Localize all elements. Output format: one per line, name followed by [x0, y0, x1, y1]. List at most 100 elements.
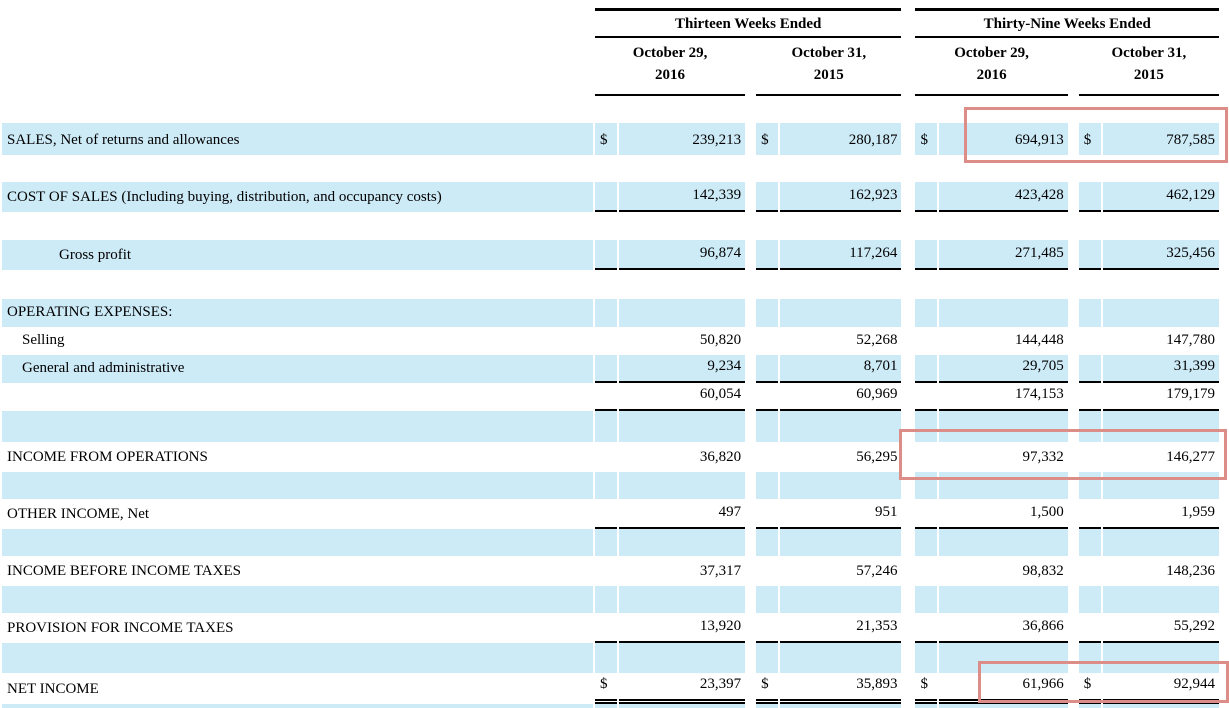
other-income-row-currency-2: [915, 499, 938, 529]
general-administrative-row-gap-1: [903, 355, 914, 383]
spacer-4-currency-3: [1078, 411, 1101, 442]
sales-row-label: SALES, Net of returns and allowances: [2, 123, 593, 155]
operating-expenses-header-row-value-2: [939, 299, 1068, 327]
selling-row-currency-0: [595, 327, 617, 355]
operating-expenses-header-row-currency-1: [756, 299, 779, 327]
other-income-row-gap-1: [903, 499, 914, 529]
income-from-operations-row: INCOME FROM OPERATIONS 36,820 56,295 97,332…: [2, 442, 1219, 472]
cost-of-sales-row-gap-2: [1069, 182, 1077, 212]
selling-row-value-3: 147,780: [1166, 332, 1215, 348]
operating-expenses-total-row-currency-3: [1078, 383, 1101, 411]
net-income-row-label: NET INCOME: [7, 681, 99, 697]
other-income-row-currency-0: [594, 499, 617, 529]
spacer-4-value-0: [618, 411, 746, 442]
cost-of-sales-row-currency-0: [594, 182, 617, 212]
other-income-row-value-1: 951: [780, 499, 902, 529]
operating-expenses-header-row-value-3: [1102, 299, 1219, 327]
spacer-5-value-0: [618, 472, 746, 499]
spacer-7-currency-2: [915, 586, 938, 613]
statement-rows: SALES, Net of returns and allowances $239…: [2, 123, 1219, 708]
other-income-row: OTHER INCOME, Net 497 951 1,500 1,959: [2, 499, 1219, 529]
spacer-9-value-0: [618, 704, 746, 708]
operating-expenses-header-row-currency-2: [915, 299, 938, 327]
operating-expenses-total-row-gap-2: [1069, 383, 1077, 411]
spacer-2-value-2: [939, 212, 1067, 240]
spacer-7-value-1: [780, 586, 902, 613]
general-administrative-row: General and administrative 9,234 8,701 29,7…: [2, 355, 1219, 383]
cost-of-sales-row-value-3: 462,129: [1102, 182, 1219, 212]
general-administrative-row-value-2: 29,705: [939, 355, 1068, 383]
spacer-3-gap-1: [903, 270, 914, 299]
cost-of-sales-row-currency-3: [1078, 182, 1101, 212]
operating-expenses-total-row-currency-1: [756, 383, 779, 411]
col-header-13w-2015: October 31, 2015: [756, 38, 902, 96]
spacer-8-value-0: [618, 643, 746, 673]
sales-row-gap-1: [903, 123, 914, 155]
cost-of-sales-row-label: COST OF SALES (Including buying, distrib…: [2, 182, 593, 212]
spacer-1-gap-2: [1069, 155, 1077, 182]
spacer-9-gap-1: [903, 704, 914, 708]
selling-row: Selling 50,820 52,268 144,448 147,780: [2, 327, 1219, 355]
operating-expenses-total-row-value-1: 60,969: [780, 383, 902, 411]
spacer-4-currency-0: [594, 411, 617, 442]
operating-expenses-total-row-gap-0: [747, 383, 755, 411]
sales-row-currency-1: $: [756, 123, 779, 155]
spacer-1-value-1: [780, 155, 901, 182]
other-income-row-gap-0: [747, 499, 755, 529]
gross-profit-row-label: Gross profit: [2, 240, 593, 270]
highlight-box-sales: [964, 107, 1228, 163]
income-from-operations-row-label: INCOME FROM OPERATIONS: [7, 449, 208, 465]
spacer-5-currency-0: [594, 472, 617, 499]
sales-row-currency-0: $: [594, 123, 617, 155]
col-header-39w-2016: October 29, 2016: [915, 38, 1068, 96]
cost-of-sales-row-currency-1: [756, 182, 779, 212]
spacer-9-value-3: [1102, 704, 1219, 708]
income-from-operations-row-value-0: 36,820: [699, 449, 742, 465]
spacer-9-value-1: [780, 704, 902, 708]
income-before-taxes-row-value-2: 98,832: [1022, 563, 1064, 579]
spacer-6-currency-0: [594, 529, 617, 556]
income-before-taxes-row-currency-2: [915, 556, 937, 586]
spacer-9-gap-0: [747, 704, 755, 708]
spacer-5: [2, 472, 1219, 499]
spacer-6-value-3: [1102, 529, 1219, 556]
spacer-6: [2, 529, 1219, 556]
spacer-9-gap-2: [1069, 704, 1077, 708]
spacer-1-currency-0: [595, 155, 617, 182]
gross-profit-row-currency-1: [756, 240, 779, 270]
spacer-8-value-2: [939, 643, 1068, 673]
net-income-row-currency-0: $: [594, 673, 617, 704]
spacer-5-value-3: [1102, 472, 1219, 499]
spacer-2-gap-2: [1069, 212, 1077, 240]
spacer-1-currency-1: [756, 155, 778, 182]
net-income-row-value-0: 23,397: [618, 673, 746, 704]
thirteen-weeks-group-header: Thirteen Weeks Ended: [594, 8, 902, 38]
gross-profit-row-value-2: 271,485: [939, 240, 1068, 270]
net-income-row-currency-2: $: [915, 673, 938, 704]
spacer-1-value-0: [619, 155, 745, 182]
spacer-4-value-1: [780, 411, 902, 442]
provision-income-taxes-row-currency-1: [756, 613, 779, 643]
cost-of-sales-row-value-0: 142,339: [618, 182, 746, 212]
income-before-taxes-row-value-3: 148,236: [1166, 563, 1215, 579]
general-administrative-row-gap-2: [1069, 355, 1077, 383]
income-statement-table: Thirteen Weeks Ended Thirty-Nine Weeks E…: [0, 8, 1221, 708]
selling-row-currency-2: [915, 327, 937, 355]
cost-of-sales-row-currency-2: [915, 182, 938, 212]
provision-income-taxes-row-currency-2: [915, 613, 938, 643]
spacer-1-gap-0: [747, 155, 755, 182]
spacer-7-currency-3: [1078, 586, 1101, 613]
spacer-6-value-1: [780, 529, 902, 556]
spacer-4-label: [2, 411, 593, 442]
spacer-8-currency-3: [1078, 643, 1101, 673]
spacer-3-currency-0: [595, 270, 617, 299]
spacer-2-value-1: [780, 212, 901, 240]
income-before-taxes-row-value-0: 37,317: [699, 563, 742, 579]
gross-profit-row-value-1: 117,264: [780, 240, 902, 270]
spacer-8-value-3: [1102, 643, 1219, 673]
col-header-13w-2016: October 29, 2016: [594, 38, 746, 96]
operating-expenses-total-row: 60,054 60,969 174,153 179,179: [2, 383, 1219, 411]
operating-expenses-total-row-gap-1: [903, 383, 914, 411]
other-income-row-label: OTHER INCOME, Net: [7, 506, 150, 522]
spacer-6-currency-3: [1078, 529, 1101, 556]
